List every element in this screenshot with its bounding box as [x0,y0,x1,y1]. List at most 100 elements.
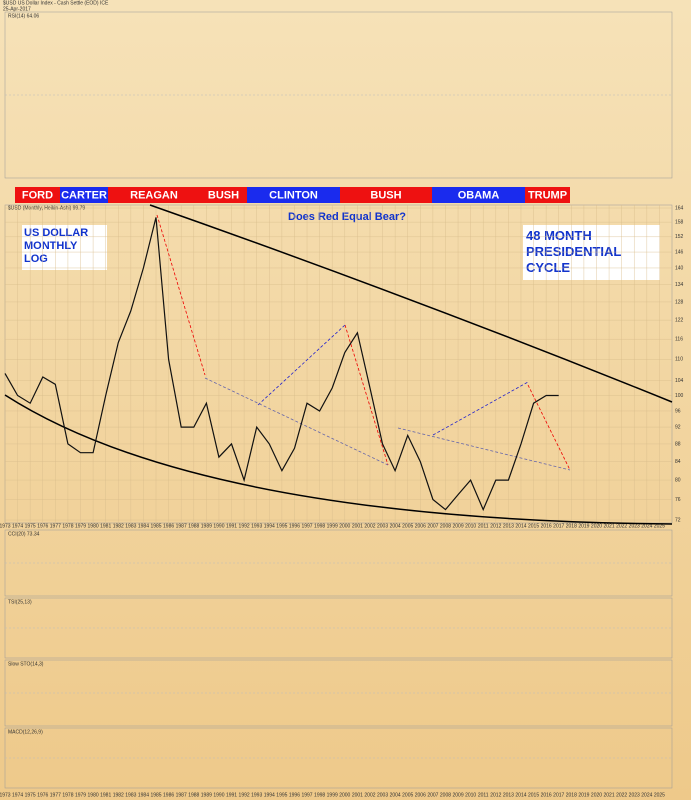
x-tick-label: 1992 [239,792,250,798]
president-band [247,187,340,203]
x-tick-label: 2015 [528,792,539,798]
x-tick-label: 2005 [402,523,413,529]
x-tick-label: 1990 [213,792,224,798]
y-tick-label: 92 [675,424,681,430]
x-tick-label: 2018 [566,523,577,529]
x-tick-label: 1973 [0,792,11,798]
president-band [60,187,108,203]
x-tick-label: 2003 [377,792,388,798]
x-tick-label: 2009 [452,792,463,798]
x-tick-label: 1987 [176,523,187,529]
x-tick-label: 2012 [490,792,501,798]
x-tick-label: 1974 [12,792,23,798]
x-tick-label: 1988 [188,792,199,798]
x-tick-label: 2025 [654,523,665,529]
x-tick-label: 1995 [276,523,287,529]
x-tick-label: 2016 [541,792,552,798]
x-tick-label: 2013 [503,792,514,798]
x-tick-label: 2000 [339,792,350,798]
trend-arrow [156,214,206,376]
x-tick-label: 2011 [478,792,489,798]
trend-arrow [432,381,529,436]
x-tick-label: 1980 [88,792,99,798]
x-tick-label: 1985 [150,523,161,529]
x-tick-label: 1988 [188,523,199,529]
x-tick-label: 2004 [390,523,401,529]
x-tick-label: 1994 [264,792,275,798]
resistance-arc [149,204,673,403]
y-tick-label: 110 [675,357,683,363]
y-tick-label: 96 [675,408,681,414]
note-box [523,225,660,280]
x-tick-label: 1976 [37,792,48,798]
x-tick-label: 2025 [654,792,665,798]
x-tick-label: 1992 [239,523,250,529]
x-tick-label: 2014 [515,792,526,798]
x-tick-label: 1983 [125,792,136,798]
x-tick-label: 2024 [641,523,652,529]
x-tick-label: 1989 [201,523,212,529]
x-tick-label: 2022 [616,523,627,529]
note-text: US DOLLAR MONTHLY LOG [24,227,89,265]
x-tick-label: 2020 [591,792,602,798]
x-tick-label: 1978 [62,792,73,798]
x-tick-label: 2005 [402,792,413,798]
president-name: CARTER [61,189,107,201]
x-tick-label: 1996 [289,792,300,798]
x-tick-label: 1989 [201,792,212,798]
y-tick-label: 100 [675,393,684,399]
note: US DOLLAR MONTHLY LOG [24,227,89,265]
x-tick-label: 2002 [364,792,375,798]
x-tick-label: 2011 [478,523,489,529]
x-tick-label: 2019 [578,792,589,798]
x-tick-label: 2014 [515,523,526,529]
x-tick-label: 2003 [377,523,388,529]
y-tick-label: 122 [675,317,684,323]
x-tick-label: 2016 [541,523,552,529]
x-tick-label: 1981 [100,523,111,529]
annotation: Does Red Equal Bear? [288,211,406,223]
x-tick-label: 1976 [37,523,48,529]
x-tick-label: 2000 [339,523,350,529]
x-tick-label: 1999 [327,792,338,798]
x-tick-label: 2001 [352,523,363,529]
x-tick-label: 2012 [490,523,501,529]
panel-label: MACD(12,26,9) [8,729,43,735]
president-band [15,187,60,203]
x-tick-label: 1975 [25,792,36,798]
trend-arrow [344,324,389,466]
y-tick-label: 76 [675,497,681,503]
x-tick-label: 2006 [415,523,426,529]
y-tick-label: 140 [675,265,684,271]
x-tick-label: 1999 [327,523,338,529]
president-band [108,187,200,203]
y-tick-label: 116 [675,337,683,343]
trend-arrow [397,427,571,471]
x-tick-label: 1986 [163,792,174,798]
x-tick-label: 1997 [301,792,312,798]
president-band [200,187,247,203]
x-tick-label: 1994 [264,523,275,529]
x-tick-label: 2017 [553,523,564,529]
y-tick-label: 152 [675,234,684,240]
x-tick-label: 2007 [427,792,438,798]
x-tick-label: 2013 [503,523,514,529]
x-tick-label: 2022 [616,792,627,798]
x-tick-label: 1974 [12,523,23,529]
x-tick-label: 2021 [604,523,615,529]
x-tick-label: 2023 [629,523,640,529]
x-tick-label: 2002 [364,523,375,529]
x-tick-label: 1977 [50,523,61,529]
x-tick-label: 2017 [553,792,564,798]
x-tick-label: 1975 [25,523,36,529]
x-tick-label: 2015 [528,523,539,529]
x-tick-label: 1984 [138,792,149,798]
x-tick-label: 2008 [440,523,451,529]
panel-label: CCI(20) 73.34 [8,531,40,537]
x-tick-label: 2018 [566,792,577,798]
x-tick-label: 1996 [289,523,300,529]
x-tick-label: 1977 [50,792,61,798]
x-tick-label: 2007 [427,523,438,529]
support-arc [4,394,673,525]
